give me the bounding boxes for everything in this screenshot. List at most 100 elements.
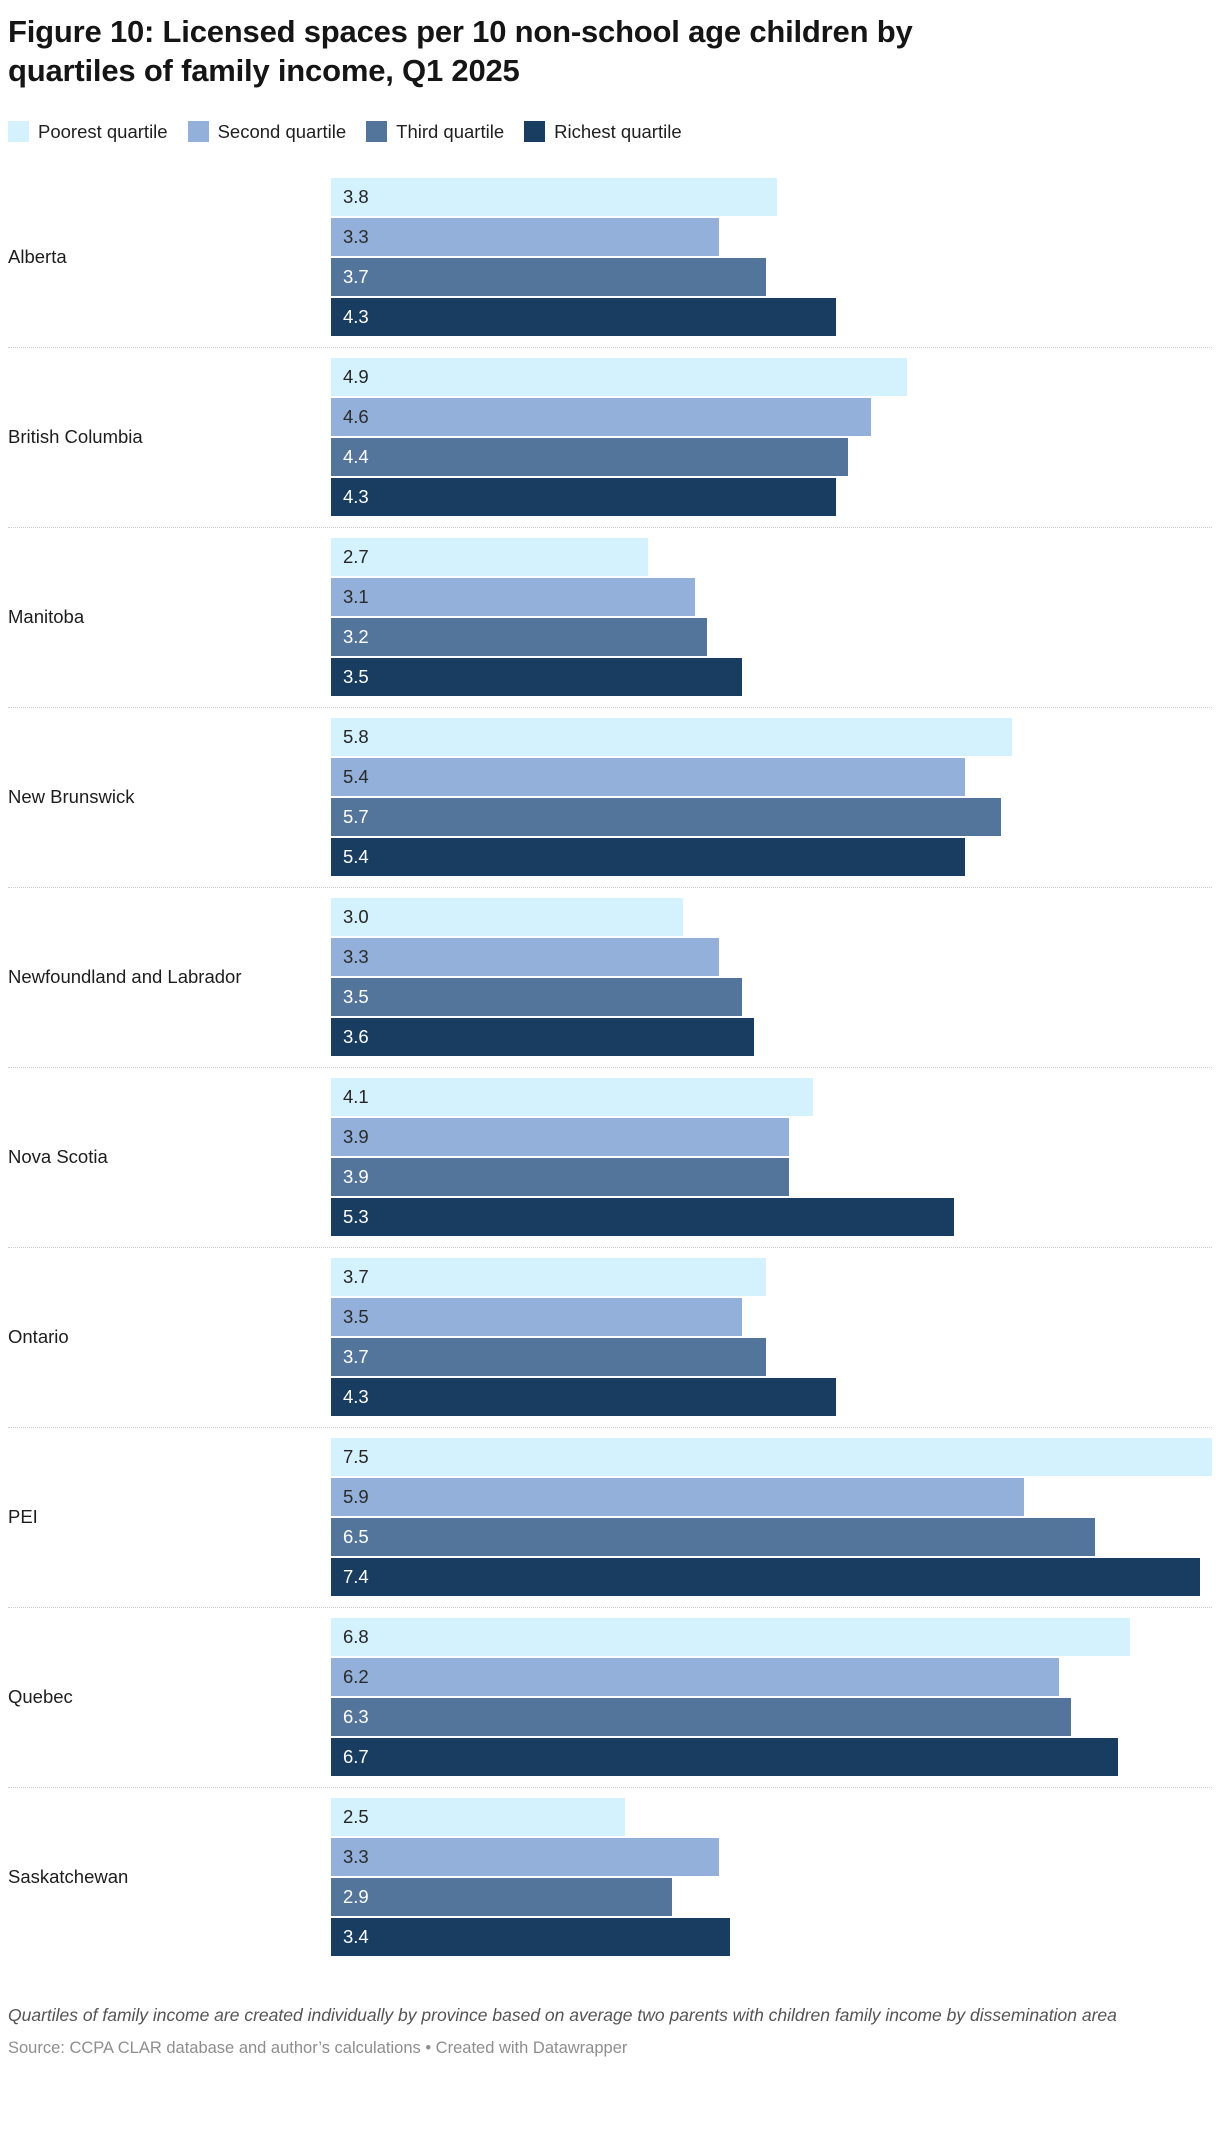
bar-third-quartile: 6.3 [331, 1698, 1072, 1737]
chart-note: Quartiles of family income are created i… [8, 2004, 1117, 2025]
bar-value-label: 4.1 [343, 1086, 369, 1108]
province-group-british-columbia: British Columbia 4.9 4.6 4.4 4.3 [8, 346, 1212, 527]
bar-group-ontario: 3.7 3.5 3.7 4.3 [331, 1258, 1212, 1417]
bar-value-label: 4.9 [343, 366, 369, 388]
bar-value-label: 7.4 [343, 1566, 369, 1588]
bar-poorest-quartile: 3.0 [331, 898, 684, 937]
bar-second-quartile: 3.9 [331, 1118, 790, 1157]
bar-value-label: 3.7 [343, 1266, 369, 1288]
bar-value-label: 4.3 [343, 1386, 369, 1408]
bar-third-quartile: 3.5 [331, 978, 743, 1017]
bar-value-label: 4.3 [343, 305, 369, 327]
bar-value-label: 5.3 [343, 1206, 369, 1228]
bar-value-label: 3.9 [343, 1126, 369, 1148]
province-label-nova-scotia: Nova Scotia [8, 1146, 108, 1168]
province-group-ontario: Ontario 3.7 3.5 3.7 4.3 [8, 1246, 1212, 1427]
province-label-saskatchewan: Saskatchewan [8, 1866, 129, 1888]
bar-value-label: 5.4 [343, 766, 369, 788]
bar-value-label: 2.9 [343, 1886, 369, 1908]
bar-group-british-columbia: 4.9 4.6 4.4 4.3 [331, 358, 1212, 517]
bar-value-label: 3.0 [343, 906, 369, 928]
bar-second-quartile: 4.6 [331, 398, 872, 437]
bar-value-label: 5.9 [343, 1486, 369, 1508]
bar-poorest-quartile: 3.8 [331, 177, 778, 216]
bar-second-quartile: 3.3 [331, 217, 719, 256]
bar-third-quartile: 3.9 [331, 1158, 790, 1197]
bar-poorest-quartile: 5.8 [331, 718, 1013, 757]
province-label-quebec: Quebec [8, 1686, 73, 1708]
bar-value-label: 3.5 [343, 666, 369, 688]
bar-richest-quartile: 6.7 [331, 1738, 1119, 1777]
bar-second-quartile: 3.3 [331, 1838, 719, 1877]
bar-value-label: 2.5 [343, 1806, 369, 1828]
bar-value-label: 5.7 [343, 806, 369, 828]
bar-group-manitoba: 2.7 3.1 3.2 3.5 [331, 538, 1212, 697]
chart-footer: Quartiles of family income are created i… [8, 2003, 1212, 2058]
bar-richest-quartile: 3.6 [331, 1018, 754, 1057]
bar-value-label: 3.4 [343, 1926, 369, 1948]
bar-group-alberta: 3.8 3.3 3.7 4.3 [331, 177, 1212, 336]
bar-group-quebec: 6.8 6.2 6.3 6.7 [331, 1618, 1212, 1777]
province-label-newfoundland-and-labrador: Newfoundland and Labrador [8, 966, 242, 988]
bar-value-label: 3.3 [343, 225, 369, 247]
bar-third-quartile: 4.4 [331, 438, 848, 477]
bar-third-quartile: 6.5 [331, 1518, 1095, 1557]
bar-richest-quartile: 7.4 [331, 1558, 1201, 1597]
legend-item-richest-quartile: Richest quartile [524, 121, 682, 143]
figure-10-chart: Figure 10: Licensed spaces per 10 non-sc… [8, 14, 1212, 2058]
province-label-ontario: Ontario [8, 1326, 69, 1348]
province-group-pei: PEI 7.5 5.9 6.5 7.4 [8, 1426, 1212, 1607]
bar-richest-quartile: 5.4 [331, 838, 966, 877]
province-group-newfoundland-and-labrador: Newfoundland and Labrador 3.0 3.3 3.5 3.6 [8, 886, 1212, 1067]
bar-value-label: 3.2 [343, 626, 369, 648]
bar-third-quartile: 3.7 [331, 257, 766, 296]
bar-group-new-brunswick: 5.8 5.4 5.7 5.4 [331, 718, 1212, 877]
legend-swatch-poorest-quartile [8, 121, 29, 143]
legend-label-poorest-quartile: Poorest quartile [38, 120, 168, 142]
bar-poorest-quartile: 2.5 [331, 1798, 625, 1837]
source-line: Source: CCPA CLAR database and author’s … [8, 2038, 628, 2057]
bar-third-quartile: 2.9 [331, 1878, 672, 1917]
bar-value-label: 3.3 [343, 1846, 369, 1868]
bar-group-newfoundland-and-labrador: 3.0 3.3 3.5 3.6 [331, 898, 1212, 1057]
bar-poorest-quartile: 6.8 [331, 1618, 1130, 1657]
bar-second-quartile: 5.9 [331, 1478, 1025, 1517]
legend-label-third-quartile: Third quartile [396, 120, 505, 142]
province-group-new-brunswick: New Brunswick 5.8 5.4 5.7 5.4 [8, 706, 1212, 887]
legend-item-third-quartile: Third quartile [366, 121, 504, 143]
province-label-british-columbia: British Columbia [8, 426, 143, 448]
legend-swatch-third-quartile [366, 121, 388, 143]
legend: Poorest quartile Second quartile Third qua… [8, 121, 1212, 143]
bar-value-label: 5.8 [343, 726, 369, 748]
province-group-quebec: Quebec 6.8 6.2 6.3 6.7 [8, 1606, 1212, 1787]
bar-richest-quartile: 5.3 [331, 1198, 954, 1237]
bar-value-label: 3.5 [343, 1306, 369, 1328]
bar-value-label: 2.7 [343, 546, 369, 568]
bar-second-quartile: 3.5 [331, 1298, 743, 1337]
bar-value-label: 6.5 [343, 1526, 369, 1548]
bar-value-label: 3.8 [343, 185, 369, 207]
chart-body: Alberta 3.8 3.3 3.7 4.3 British Columbia 4.9 4.… [8, 167, 1212, 1967]
bar-poorest-quartile: 3.7 [331, 1258, 766, 1297]
bar-richest-quartile: 3.4 [331, 1918, 731, 1957]
bar-value-label: 3.6 [343, 1026, 369, 1048]
bar-third-quartile: 5.7 [331, 798, 1001, 837]
bar-value-label: 3.9 [343, 1166, 369, 1188]
legend-item-second-quartile: Second quartile [187, 121, 346, 143]
province-label-pei: PEI [8, 1506, 38, 1528]
bar-third-quartile: 3.7 [331, 1338, 766, 1377]
legend-swatch-richest-quartile [524, 121, 546, 143]
bar-value-label: 7.5 [343, 1446, 369, 1468]
bar-value-label: 6.2 [343, 1666, 369, 1688]
legend-swatch-second-quartile [187, 121, 209, 143]
province-group-alberta: Alberta 3.8 3.3 3.7 4.3 [8, 167, 1212, 347]
bar-value-label: 4.3 [343, 486, 369, 508]
bar-value-label: 3.7 [343, 1346, 369, 1368]
bar-richest-quartile: 3.5 [331, 658, 743, 697]
bar-poorest-quartile: 2.7 [331, 538, 649, 577]
bar-value-label: 6.8 [343, 1626, 369, 1648]
province-group-saskatchewan: Saskatchewan 2.5 3.3 2.9 3.4 [8, 1786, 1212, 1967]
bar-second-quartile: 6.2 [331, 1658, 1060, 1697]
bar-value-label: 4.6 [343, 406, 369, 428]
province-group-nova-scotia: Nova Scotia 4.1 3.9 3.9 5.3 [8, 1066, 1212, 1247]
